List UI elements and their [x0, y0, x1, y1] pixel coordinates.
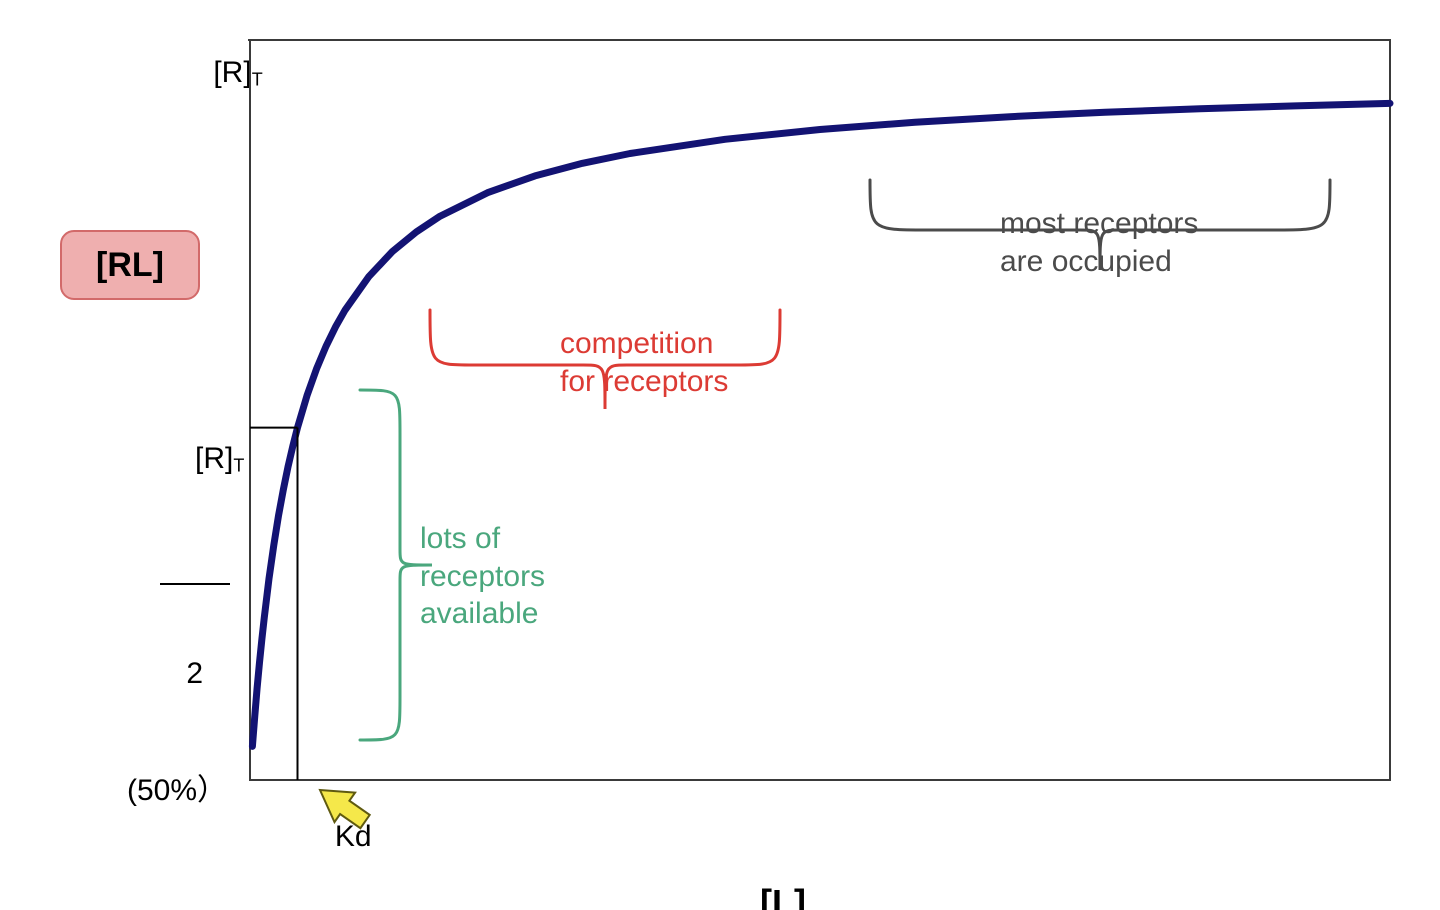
plot-border: [250, 40, 1390, 780]
brace-horizontal: [430, 310, 780, 409]
diagram-svg: [0, 0, 1440, 910]
binding-curve: [252, 103, 1390, 746]
brace-horizontal: [870, 180, 1330, 270]
kd-arrow-icon: [320, 790, 370, 828]
diagram-stage: [RL] [R]T 2 (50%） [R]T Kd [L] lots ofrec…: [0, 0, 1440, 910]
brace-vertical: [360, 390, 432, 740]
